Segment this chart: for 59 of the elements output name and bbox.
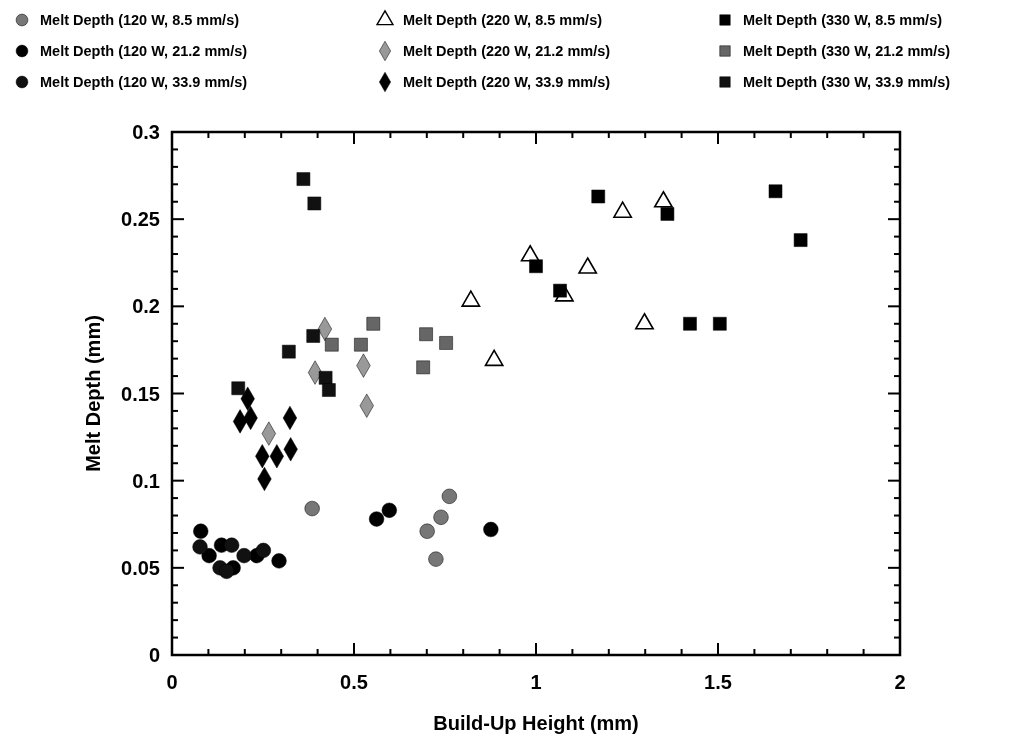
y-tick-label: 0.2: [132, 295, 160, 318]
point: [296, 172, 311, 186]
legend-label: Melt Depth (120 W, 8.5 mm/s): [40, 12, 240, 28]
point: [236, 548, 252, 564]
point: [483, 521, 499, 538]
point: [439, 336, 453, 350]
legend-label: Melt Depth (330 W, 8.5 mm/s): [743, 12, 943, 28]
point: [306, 329, 320, 343]
x-tick-label: 2: [894, 671, 906, 693]
x-axis-title: Build-Up Height (mm): [433, 712, 639, 734]
legend-label: Melt Depth (330 W, 33.9 mm/s): [743, 74, 951, 90]
legend-label: Melt Depth (330 W, 21.2 mm/s): [743, 43, 951, 59]
point: [271, 553, 287, 569]
point: [368, 511, 385, 527]
x-tick-label: 0: [166, 671, 178, 693]
point: [419, 327, 433, 341]
point: [381, 502, 397, 518]
x-tick-label: 1.5: [704, 671, 732, 693]
point: [366, 317, 381, 331]
point: [591, 189, 606, 204]
y-tick-label: 0.3: [132, 121, 160, 143]
point: [304, 500, 320, 517]
point: [218, 563, 235, 579]
point: [231, 381, 246, 396]
y-tick-label: 0.15: [121, 382, 160, 405]
point: [255, 542, 271, 558]
point: [529, 259, 543, 274]
point: [318, 371, 333, 385]
point: [768, 184, 783, 199]
legend-label: Melt Depth (120 W, 33.9 mm/s): [40, 74, 248, 90]
point: [793, 233, 808, 247]
point: [224, 537, 240, 553]
y-tick-label: 0.1: [132, 469, 160, 492]
point: [660, 207, 675, 221]
point: [416, 360, 430, 375]
point: [428, 551, 444, 567]
point: [433, 509, 449, 525]
point: [192, 539, 208, 555]
point: [322, 383, 336, 397]
point: [419, 523, 435, 539]
point: [282, 344, 296, 359]
legend-label: Melt Depth (120 W, 21.2 mm/s): [40, 43, 248, 59]
legend-label: Melt Depth (220 W, 8.5 mm/s): [403, 12, 603, 28]
x-tick-label: 0.5: [340, 671, 368, 693]
legend-label: Melt Depth (220 W, 21.2 mm/s): [403, 43, 611, 59]
legend-label: Melt Depth (220 W, 33.9 mm/s): [403, 74, 611, 90]
point: [325, 337, 339, 352]
point: [354, 337, 368, 352]
x-tick-label: 1: [530, 671, 542, 693]
point: [193, 523, 209, 539]
y-tick-label: 0: [148, 644, 160, 666]
y-tick-label: 0.05: [121, 556, 160, 579]
point: [307, 196, 322, 211]
y-tick-label: 0.25: [121, 208, 160, 231]
point: [683, 317, 697, 331]
point: [201, 548, 217, 564]
point: [441, 488, 457, 504]
point: [713, 317, 727, 331]
y-axis-title: Melt Depth (mm): [82, 315, 104, 472]
